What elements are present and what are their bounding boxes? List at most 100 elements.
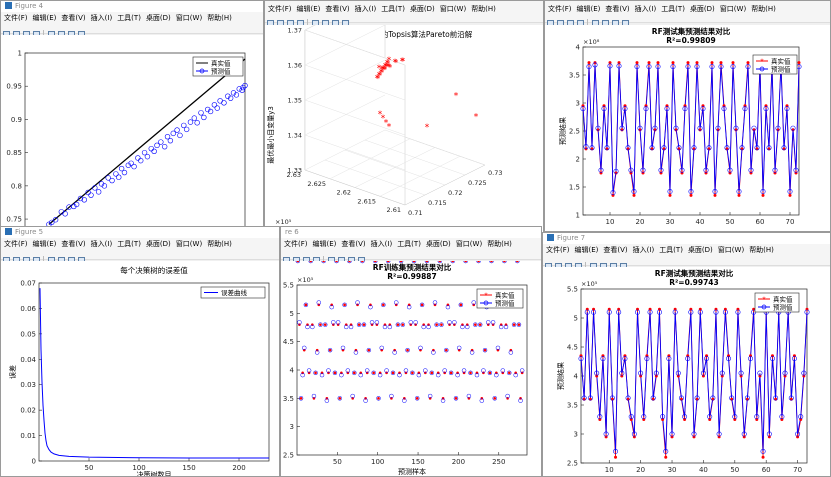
predicted-point <box>239 87 245 93</box>
figure5-titlebar[interactable]: Figure 5 <box>1 227 279 238</box>
menu-edit[interactable]: 编辑(E) <box>576 5 601 13</box>
predicted-point <box>421 324 426 330</box>
menu-tools[interactable]: 工具(T) <box>397 240 421 248</box>
menu-desktop[interactable]: 桌面(D) <box>145 240 171 248</box>
measured-point <box>411 371 414 375</box>
menu-view[interactable]: 查看(V) <box>61 14 86 22</box>
predicted-point <box>444 347 449 353</box>
menu-insert[interactable]: 插入(I) <box>634 5 657 13</box>
figure7-window: Figure 7 文件(F) 编辑(E) 查看(V) 插入(I) 工具(T) 桌面(D) 窗… <box>542 232 831 477</box>
predicted-point <box>460 324 465 330</box>
predicted-point <box>760 188 766 194</box>
menu-insert[interactable]: 插入(I) <box>90 240 113 248</box>
pareto-point: * <box>377 71 382 81</box>
menu-view[interactable]: 查看(V) <box>341 240 366 248</box>
measured-point <box>470 348 474 352</box>
predicted-point <box>324 398 330 403</box>
menu-file[interactable]: 文件(F) <box>284 240 308 248</box>
predicted-point <box>649 145 655 151</box>
menu-tools[interactable]: 工具(T) <box>381 5 405 13</box>
predicted-point <box>353 350 359 355</box>
menu-view[interactable]: 查看(V) <box>603 246 628 254</box>
measured-point <box>436 371 440 375</box>
menu-edit[interactable]: 编辑(E) <box>32 240 57 248</box>
measured-point <box>406 348 409 352</box>
legend-marker: * <box>760 58 764 66</box>
menu-window[interactable]: 窗口(W) <box>455 240 483 248</box>
menu-insert[interactable]: 插入(I) <box>370 240 393 248</box>
menu-window[interactable]: 窗口(W) <box>175 14 203 22</box>
predicted-point <box>227 95 234 101</box>
menu-window[interactable]: 窗口(W) <box>439 5 467 13</box>
menu-desktop[interactable]: 桌面(D) <box>689 5 715 13</box>
pareto-point: * <box>400 57 405 67</box>
menu-help[interactable]: 帮助(H) <box>751 5 776 13</box>
menu-window[interactable]: 窗口(W) <box>719 5 747 13</box>
menu-file[interactable]: 文件(F) <box>4 14 28 22</box>
menu-edit[interactable]: 编辑(E) <box>32 14 57 22</box>
menu-view[interactable]: 查看(V) <box>325 5 350 13</box>
error-curve-chart: 每个决策树的误差值 0.07 0.06 0.05 0.04 0.03 0.02 0.01 0 50… <box>8 265 270 476</box>
menu-insert[interactable]: 插入(I) <box>632 246 655 254</box>
menu-file[interactable]: 文件(F) <box>268 5 292 13</box>
predicted-point <box>416 372 422 378</box>
pareto-menubar: 文件(F) 编辑(E) 查看(V) 插入(I) 工具(T) 桌面(D) 窗口(W) 帮助(H) <box>265 1 543 13</box>
figure4-canvas: 1 0.95 0.9 0.85 0.8 0.75 真实值 预测值 <box>1 35 263 239</box>
toolbar-separator <box>307 19 308 26</box>
menu-desktop[interactable]: 桌面(D) <box>425 240 451 248</box>
menu-window[interactable]: 窗口(W) <box>717 246 745 254</box>
menu-insert[interactable]: 插入(I) <box>354 5 377 13</box>
predicted-point <box>798 414 804 420</box>
r2-label: R²=0.99743 <box>669 278 719 287</box>
menu-tools[interactable]: 工具(T) <box>659 246 683 254</box>
predicted-point <box>198 110 204 116</box>
menu-tools[interactable]: 工具(T) <box>117 240 141 248</box>
measured-point <box>327 371 330 375</box>
legend-label: 误差曲线 <box>221 288 248 297</box>
predicted-point <box>164 133 171 140</box>
menu-insert[interactable]: 插入(I) <box>90 14 113 22</box>
menu-view[interactable]: 查看(V) <box>605 5 630 13</box>
menu-help[interactable]: 帮助(H) <box>487 240 512 248</box>
menu-edit[interactable]: 编辑(E) <box>574 246 599 254</box>
toolbar-separator <box>43 30 44 37</box>
measured-point <box>349 323 353 326</box>
figure4-titlebar[interactable]: Figure 4 <box>1 1 263 12</box>
predicted-point <box>319 372 325 378</box>
y-tick-label: 1 <box>18 50 22 58</box>
menu-help[interactable]: 帮助(H) <box>749 246 774 254</box>
predicted-point <box>355 300 360 305</box>
predicted-point <box>682 414 688 420</box>
menu-edit[interactable]: 编辑(E) <box>296 5 321 13</box>
measured-point <box>417 371 421 375</box>
menu-help[interactable]: 帮助(H) <box>471 5 496 13</box>
train-titlebar[interactable]: re 6 <box>281 227 541 238</box>
y-tick-label: 2.62 <box>337 189 351 197</box>
menu-tools[interactable]: 工具(T) <box>117 14 141 22</box>
predicted-point <box>610 190 616 196</box>
predicted-point <box>791 356 797 362</box>
predicted-point <box>685 64 691 70</box>
predicted-point <box>508 350 514 355</box>
menu-edit[interactable]: 编辑(E) <box>312 240 337 248</box>
predicted-point <box>782 370 788 376</box>
menu-file[interactable]: 文件(F) <box>4 240 28 248</box>
menu-file[interactable]: 文件(F) <box>548 5 572 13</box>
menu-file[interactable]: 文件(F) <box>546 246 570 254</box>
menu-tools[interactable]: 工具(T) <box>661 5 685 13</box>
menu-desktop[interactable]: 桌面(D) <box>145 14 171 22</box>
menu-desktop[interactable]: 桌面(D) <box>409 5 435 13</box>
measured-point <box>752 128 756 132</box>
menu-desktop[interactable]: 桌面(D) <box>687 246 713 254</box>
predicted-point <box>374 320 380 325</box>
measured-point <box>698 128 702 132</box>
pareto-point: * <box>380 65 385 75</box>
measured-point <box>420 303 424 307</box>
menu-help[interactable]: 帮助(H) <box>207 240 232 248</box>
menu-window[interactable]: 窗口(W) <box>175 240 203 248</box>
measured-point <box>710 61 714 65</box>
figure7-titlebar[interactable]: Figure 7 <box>543 233 830 244</box>
measured-point <box>614 171 618 175</box>
menu-help[interactable]: 帮助(H) <box>207 14 232 22</box>
menu-view[interactable]: 查看(V) <box>61 240 86 248</box>
